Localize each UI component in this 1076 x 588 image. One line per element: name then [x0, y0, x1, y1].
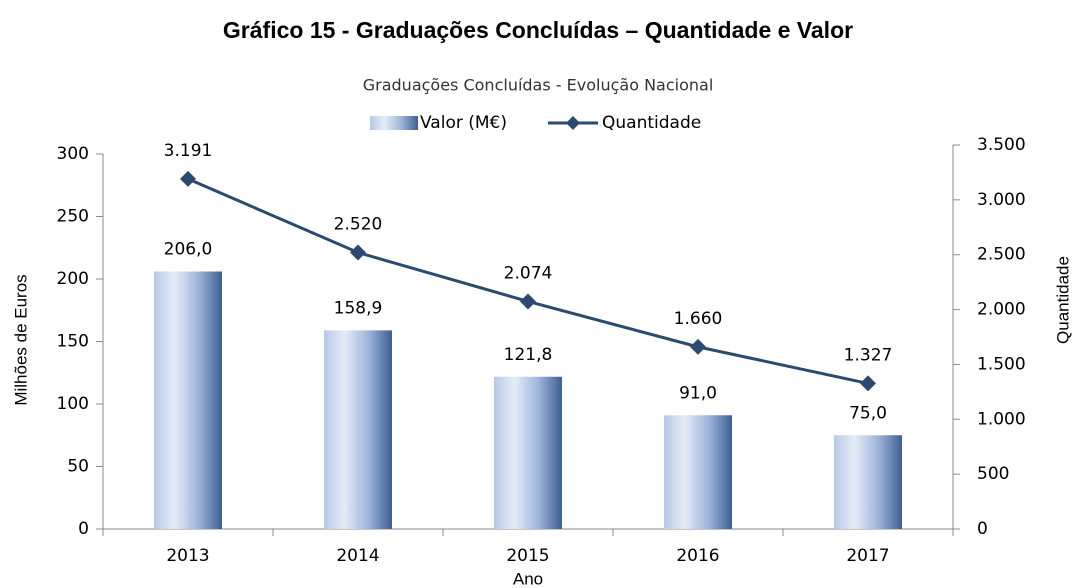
legend-label: Valor (M€) — [420, 113, 507, 133]
y-tick-label: 300 — [57, 144, 89, 164]
bar — [834, 435, 902, 529]
line-value-label: 2.074 — [504, 263, 553, 283]
y-tick-label: 100 — [57, 394, 89, 414]
x-tick-label: 2014 — [336, 546, 379, 566]
legend-marker — [566, 116, 580, 130]
y2-tick-label: 3.000 — [977, 190, 1026, 210]
x-tick-label: 2016 — [676, 546, 719, 566]
y2-tick-label: 500 — [977, 464, 1009, 484]
marker — [520, 293, 536, 310]
legend-swatch — [370, 116, 418, 130]
y2-tick-label: 1.000 — [977, 409, 1026, 429]
bar-value-label: 158,9 — [334, 298, 383, 318]
line-value-label: 2.520 — [334, 215, 383, 235]
y2-axis-label: Quantidade — [1053, 256, 1072, 344]
y-tick-label: 200 — [57, 269, 89, 289]
y2-tick-label: 3.500 — [977, 135, 1026, 155]
y2-tick-label: 2.000 — [977, 300, 1026, 320]
line-value-label: 1.327 — [844, 345, 893, 365]
chart-title: Gráfico 15 - Graduações Concluídas – Qua… — [223, 17, 853, 43]
bar — [324, 330, 392, 529]
legend-label: Quantidade — [602, 113, 701, 133]
bar-value-label: 121,8 — [504, 345, 553, 365]
y2-tick-label: 1.500 — [977, 354, 1026, 374]
bar-value-label: 206,0 — [164, 240, 213, 260]
bar — [494, 376, 562, 529]
y2-tick-label: 0 — [977, 519, 988, 539]
marker — [690, 338, 706, 355]
y-tick-label: 0 — [78, 519, 89, 539]
x-axis-label: Ano — [513, 569, 543, 588]
y2-tick-label: 2.500 — [977, 245, 1026, 265]
line-value-label: 1.660 — [674, 309, 723, 329]
chart-subtitle: Graduações Concluídas - Evolução Naciona… — [363, 76, 714, 95]
marker — [180, 170, 196, 187]
bar — [664, 415, 732, 529]
y-tick-label: 150 — [57, 332, 89, 352]
x-tick-label: 2013 — [166, 546, 209, 566]
marker — [350, 244, 366, 261]
bar-value-label: 75,0 — [849, 403, 887, 423]
y-tick-label: 250 — [57, 207, 89, 227]
y-tick-label: 50 — [67, 457, 89, 477]
y-axis-label: Milhões de Euros — [11, 274, 30, 405]
bar — [154, 271, 222, 529]
marker — [860, 375, 876, 392]
bar-value-label: 91,0 — [679, 383, 717, 403]
line-value-label: 3.191 — [164, 141, 213, 161]
x-tick-label: 2015 — [506, 546, 549, 566]
x-tick-label: 2017 — [846, 546, 889, 566]
